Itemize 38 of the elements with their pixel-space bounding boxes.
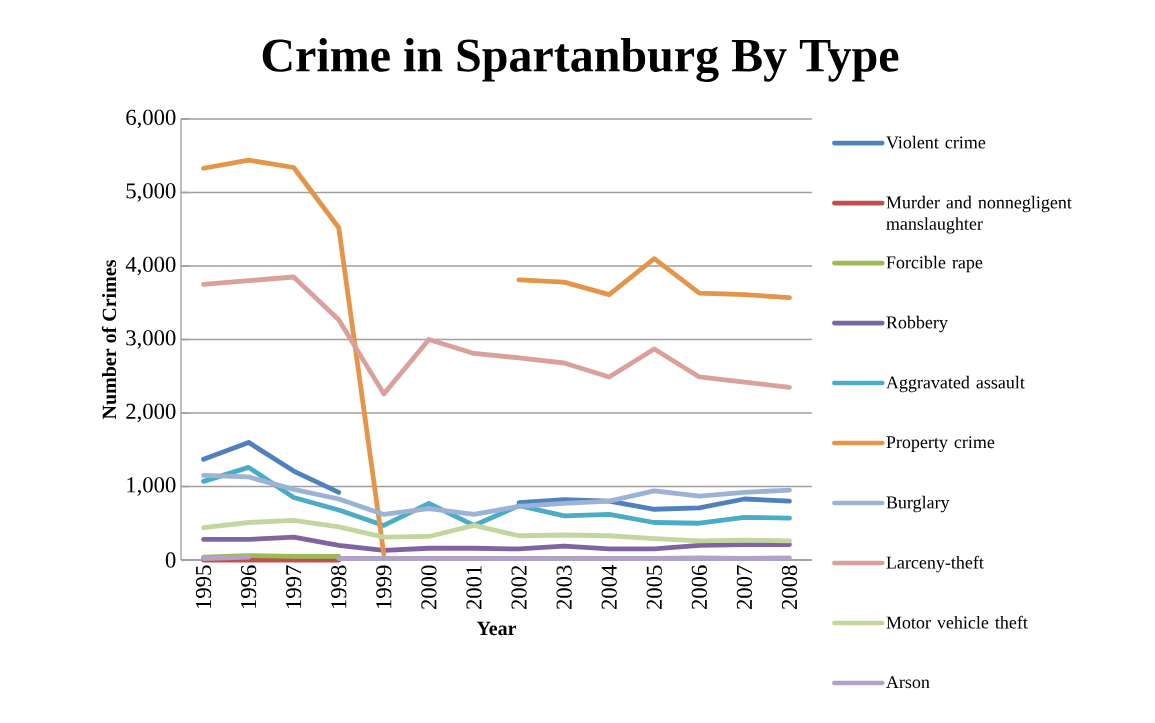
legend-label: Property crime: [886, 436, 995, 452]
x-tick-label: 1999: [376, 565, 392, 609]
legend-label: Aggravated assault: [886, 375, 1025, 393]
y-tick-label: 1,000: [127, 477, 176, 496]
x-tick-label: 1998: [331, 565, 347, 609]
line-series: [201, 274, 792, 397]
y-tick-label: 3,000: [126, 330, 176, 349]
legend-label: Violent crime: [886, 135, 986, 149]
x-tick-label: 2001: [466, 566, 482, 610]
legend-label: Larceny-theft: [886, 555, 984, 573]
x-tick-label: 2007: [736, 565, 753, 610]
y-tick-label: 6,000: [126, 109, 176, 129]
y-tick-label: 0: [165, 552, 176, 568]
x-tick-label: 2006: [691, 565, 707, 610]
x-tick-label: 2005: [646, 565, 662, 610]
legend-label: Arson: [886, 676, 930, 689]
x-tick-label: 2003: [556, 565, 572, 610]
y-tick-label: 2,000: [126, 403, 176, 423]
y-tick-label: 4,000: [125, 256, 176, 276]
line-series: [201, 517, 792, 544]
x-axis-title: Year: [476, 621, 517, 636]
legend-label: Murder and nonnegligent manslaughter: [886, 195, 1072, 234]
x-tick-label: 2002: [511, 565, 527, 610]
x-tick-label: 1995: [195, 565, 212, 609]
legend-label: Burglary: [886, 495, 950, 513]
x-tick-label: 2004: [601, 565, 617, 610]
legend-label: Robbery: [886, 315, 948, 333]
chart-title: Crime in Spartanburg By Type: [262, 38, 899, 82]
y-tick-label: 5,000: [126, 183, 176, 202]
x-tick-label: 1997: [286, 565, 302, 609]
x-tick-label: 1996: [241, 565, 257, 609]
x-tick-label: 2008: [781, 565, 798, 610]
y-axis-title: Number of Crimes: [101, 260, 117, 420]
legend-label: Forcible rape: [886, 255, 983, 273]
legend-label: Motor vehicle theft: [886, 615, 1028, 629]
line-series: [201, 534, 792, 553]
line-series: [201, 473, 792, 517]
x-tick-label: 2000: [421, 565, 437, 610]
